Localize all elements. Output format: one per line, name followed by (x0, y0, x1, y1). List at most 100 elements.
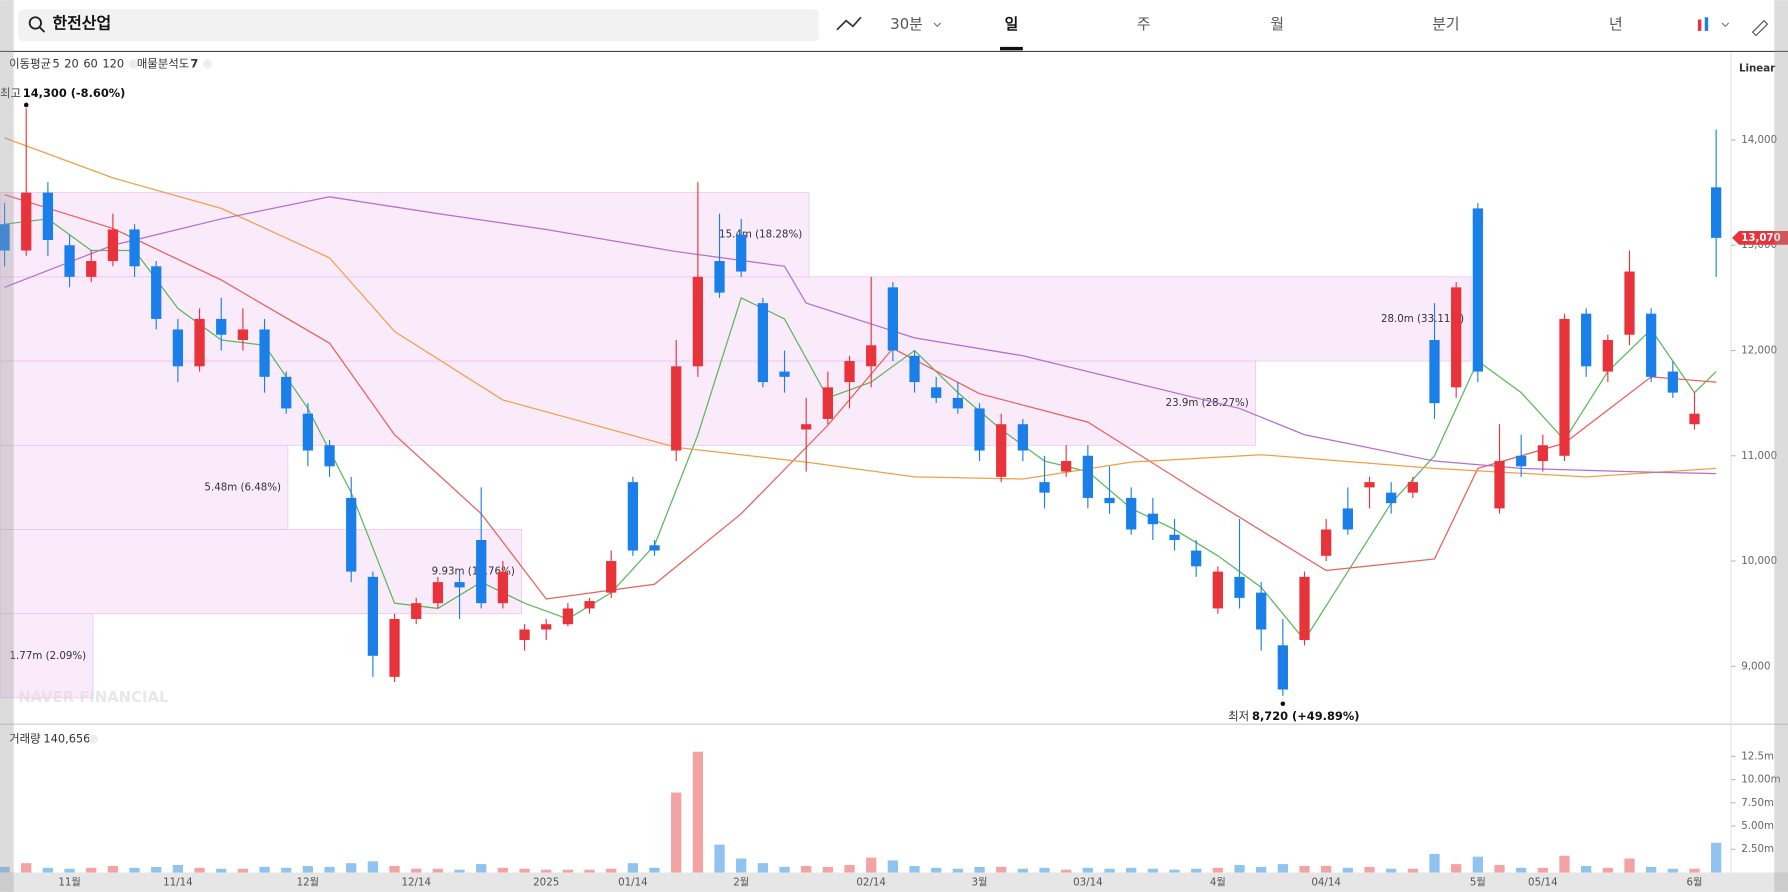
x-axis-band (0, 872, 1788, 892)
low-label: 최저 (1228, 709, 1249, 723)
volume-bar (1581, 865, 1592, 873)
volume-bar (1689, 868, 1700, 873)
last-price-label: 13,070 (1741, 232, 1781, 244)
volume-bar (324, 866, 335, 873)
x-tick-label: 05/14 (1528, 877, 1558, 889)
y-tick-label: 10,000 (1741, 555, 1777, 567)
volume-bar (172, 865, 184, 873)
x-tick-label: 03/14 (1073, 877, 1103, 889)
tab[interactable]: 30분 (890, 16, 922, 33)
volume-bar (909, 865, 920, 873)
candle-body (1581, 313, 1592, 367)
watermark: NAVER FINANCIAL (18, 689, 169, 706)
search-icon-handle (39, 26, 46, 33)
candle-body (259, 329, 270, 377)
x-tick-label: 4월 (1210, 877, 1226, 889)
candle-body (151, 266, 162, 319)
ma-line (4, 194, 1717, 600)
x-tick-label: 2025 (533, 877, 559, 889)
candle-body (779, 371, 790, 377)
profile-bar (0, 192, 810, 278)
volume-bar (649, 867, 660, 873)
candle-body (1667, 371, 1678, 393)
frame-left (0, 0, 14, 892)
x-tick-label: 04/14 (1311, 877, 1341, 889)
stock-name[interactable]: 한전산업 (52, 14, 111, 33)
x-tick-label: 02/14 (856, 877, 886, 889)
legend-entry: 60 (83, 56, 97, 70)
candle-body (519, 629, 530, 641)
tab-active[interactable]: 일 (1005, 16, 1019, 33)
y-tick-label: 11,000 (1741, 450, 1777, 462)
volume-bar (541, 869, 552, 873)
y-tick-label: 5.00m (1741, 820, 1774, 832)
tab[interactable]: 주 (1137, 16, 1151, 33)
search-box[interactable] (18, 9, 819, 42)
volume-bar (1342, 867, 1353, 873)
close-icon[interactable] (88, 734, 99, 744)
volume-bar (844, 865, 855, 873)
volume-bar (757, 863, 768, 873)
candle-body (476, 540, 487, 604)
candle-body (237, 329, 249, 340)
low-text: 8,720 (+49.89%) (1252, 709, 1359, 723)
tab[interactable]: 분기 (1432, 16, 1459, 33)
y-tick-label: 12.5m (1741, 750, 1774, 762)
x-tick-label: 5월 (1470, 877, 1486, 889)
volume-bar (887, 860, 898, 873)
candle-body (541, 624, 552, 630)
volume-bar (779, 866, 790, 873)
volume-bar (64, 868, 75, 873)
volume-bar (1082, 867, 1093, 873)
candle-body (1039, 482, 1050, 493)
volume-bar (367, 861, 379, 873)
volume-bar (1039, 867, 1050, 873)
x-tick-label: 12/14 (401, 877, 431, 889)
volume-bar (1494, 865, 1505, 873)
candle-body (844, 361, 855, 383)
volume-bar (931, 867, 942, 873)
x-tick-label: 3월 (972, 877, 988, 889)
volume-bar (1602, 867, 1613, 873)
tab[interactable]: 월 (1270, 16, 1284, 33)
volume-bar (692, 751, 703, 873)
volume-bar (736, 858, 747, 873)
volume-bar (606, 868, 617, 873)
draw-icon[interactable] (1751, 19, 1769, 37)
profile-label: 1.77m (2.09%) (10, 650, 87, 662)
candle-body (822, 387, 833, 419)
chart-type-icon[interactable] (1704, 17, 1709, 31)
volume-bar (1169, 869, 1180, 873)
candle-body (1277, 645, 1288, 690)
legend-entry: 20 (64, 56, 79, 70)
profile-bar (0, 444, 289, 530)
volume-bar (476, 864, 487, 873)
x-tick-label: 6월 (1687, 877, 1703, 889)
volume-bar (281, 867, 292, 873)
volume-bar (1126, 867, 1137, 873)
close-icon[interactable] (128, 59, 138, 69)
x-tick-label: 11/14 (163, 877, 193, 889)
volume-bar (1472, 856, 1483, 873)
volume-bar (1646, 866, 1657, 873)
candle-body (866, 345, 877, 367)
tab[interactable]: 년 (1609, 16, 1623, 33)
candle-body (1256, 592, 1267, 630)
candle-body (86, 261, 97, 277)
candle-body (757, 303, 768, 383)
candle-body (1429, 339, 1440, 404)
volume-bar (1364, 866, 1375, 873)
volume-bar (42, 867, 54, 873)
volume-bar (107, 865, 119, 873)
close-icon[interactable] (202, 59, 213, 69)
candle-body (996, 424, 1007, 477)
y-tick-label: 2.50m (1741, 843, 1774, 855)
scale-label[interactable]: Linear (1739, 63, 1776, 75)
chart-type-icon[interactable] (1697, 19, 1702, 31)
candle-body (1407, 482, 1418, 493)
indicator-icon[interactable] (836, 16, 862, 31)
candle-body (1494, 461, 1505, 509)
volume-bar (714, 844, 725, 873)
volume-bar (259, 866, 270, 873)
